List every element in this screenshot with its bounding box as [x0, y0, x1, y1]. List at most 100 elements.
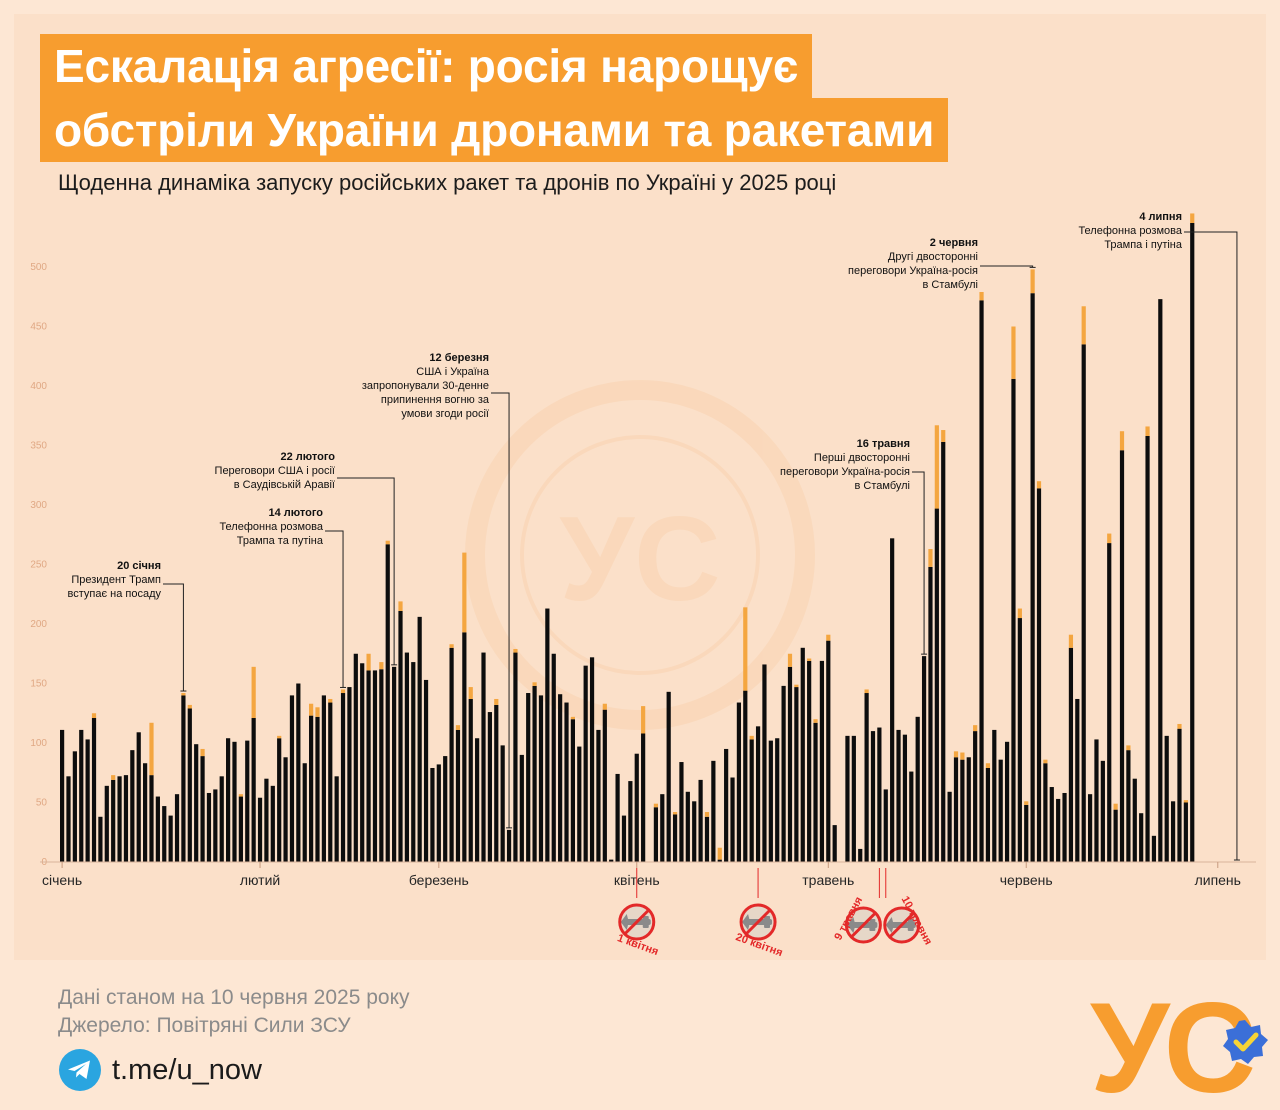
drone-bar	[72, 751, 77, 862]
drone-bar	[551, 653, 556, 862]
drone-bar	[449, 647, 454, 862]
month-label: червень	[1000, 872, 1053, 888]
subtitle: Щоденна динаміка запуску російських раке…	[58, 170, 837, 195]
missile-bar	[953, 751, 959, 758]
drone-bar	[1190, 222, 1195, 863]
drone-bar	[928, 566, 933, 862]
drone-bar	[487, 712, 492, 862]
drone-bar	[890, 538, 895, 862]
drone-bar	[206, 792, 212, 862]
drone-bar	[1030, 293, 1035, 862]
drone-bar	[807, 660, 812, 862]
drone-bar	[717, 859, 722, 862]
y-tick-label: 450	[30, 322, 47, 333]
drone-bar	[583, 665, 588, 862]
drone-bar	[755, 726, 761, 862]
missile-bar	[813, 719, 818, 723]
x-axis: січень лютий березень квітень травень червень…	[40, 861, 1256, 888]
drone-bar	[596, 729, 601, 862]
missile-bar	[1190, 213, 1195, 223]
drone-bar	[506, 829, 512, 862]
annotation-text: переговори Україна-росія	[848, 265, 978, 277]
drone-bar	[187, 708, 192, 862]
missile-bar	[807, 658, 812, 661]
annotation-text: Трампа і путіна	[1104, 239, 1183, 251]
drone-bar	[1113, 809, 1118, 862]
drone-bar	[711, 760, 716, 862]
missile-bar	[1011, 326, 1016, 379]
missile-bar	[1126, 745, 1131, 751]
annotation-leader	[912, 471, 925, 655]
y-tick-label: 250	[30, 560, 47, 571]
drone-bar	[238, 796, 243, 862]
telegram-link[interactable]: t.me/u_now	[58, 1048, 262, 1092]
annotations: 20 січня Президент Трамп вступає на посаду…	[68, 211, 1240, 861]
drone-bar	[1145, 435, 1150, 862]
drone-bar	[973, 731, 978, 862]
drone-bar	[519, 754, 524, 862]
drone-bar	[251, 718, 256, 862]
missile-bar	[794, 684, 799, 688]
missile-bar	[826, 634, 831, 641]
drone-bar	[462, 632, 467, 862]
drone-bar	[500, 745, 505, 862]
drone-bar	[1151, 835, 1157, 862]
annotation: 4 липня Телефонна розмова Трампа і путіна	[1078, 211, 1240, 861]
missile-bar	[743, 607, 748, 691]
drone-bar	[430, 767, 435, 862]
annotation-text: в Саудівській Аравії	[234, 479, 335, 491]
drone-bar	[340, 693, 346, 862]
drone-bar	[347, 687, 352, 862]
drone-bar	[277, 738, 282, 862]
drone-bar	[851, 735, 856, 862]
annotation: 14 лютого Телефонна розмова Трампа та путі…	[219, 507, 347, 688]
drone-bar	[781, 685, 786, 862]
drone-bar	[283, 757, 288, 862]
drone-bar	[921, 656, 927, 862]
verified-badge-icon	[1223, 1020, 1268, 1064]
drone-bar	[372, 670, 378, 862]
drone-bar	[1177, 728, 1182, 862]
drone-bar	[704, 816, 710, 862]
drone-bar	[1132, 778, 1137, 862]
drone-bar	[941, 441, 946, 862]
y-tick-label: 150	[30, 679, 47, 690]
drone-bar	[296, 683, 301, 862]
drone-bar	[558, 694, 563, 862]
drone-bar	[289, 695, 295, 862]
drone-bar	[998, 759, 1003, 862]
drone-bar	[653, 807, 659, 862]
drone-bar	[672, 814, 678, 862]
missile-bar	[462, 552, 467, 633]
missile-bar	[1043, 759, 1048, 764]
annotation: 20 січня Президент Трамп вступає на посаду	[68, 560, 187, 692]
drone-bar	[155, 796, 160, 862]
drone-bar	[1139, 813, 1144, 862]
drone-bar	[91, 718, 97, 862]
drone-bar	[85, 739, 90, 862]
drone-bar	[1049, 787, 1054, 862]
annotation-date: 14 лютого	[268, 507, 323, 519]
drone-bar	[826, 640, 831, 862]
bars	[60, 213, 1195, 863]
drone-bar	[819, 660, 825, 862]
missile-bar	[449, 644, 454, 648]
drone-bar	[858, 848, 863, 862]
missile-bar	[277, 735, 282, 739]
drone-bar	[98, 816, 103, 862]
missile-bar	[787, 653, 793, 667]
drone-bar	[60, 729, 65, 862]
drone-bar	[621, 815, 627, 862]
drone-bar	[947, 791, 952, 862]
missile-bar	[385, 540, 390, 545]
missile-bar	[1017, 608, 1022, 619]
drone-bar	[896, 729, 901, 862]
drone-bar	[232, 741, 237, 862]
drone-bar	[832, 825, 837, 862]
missile-bar	[641, 706, 646, 734]
drone-bar	[609, 859, 614, 862]
drone-bar	[219, 776, 224, 862]
missile-bar	[468, 687, 473, 699]
missile-bar	[985, 763, 991, 768]
daily-launches-bar-chart: УС 050100150200250300350400450500 січень…	[30, 211, 1256, 959]
